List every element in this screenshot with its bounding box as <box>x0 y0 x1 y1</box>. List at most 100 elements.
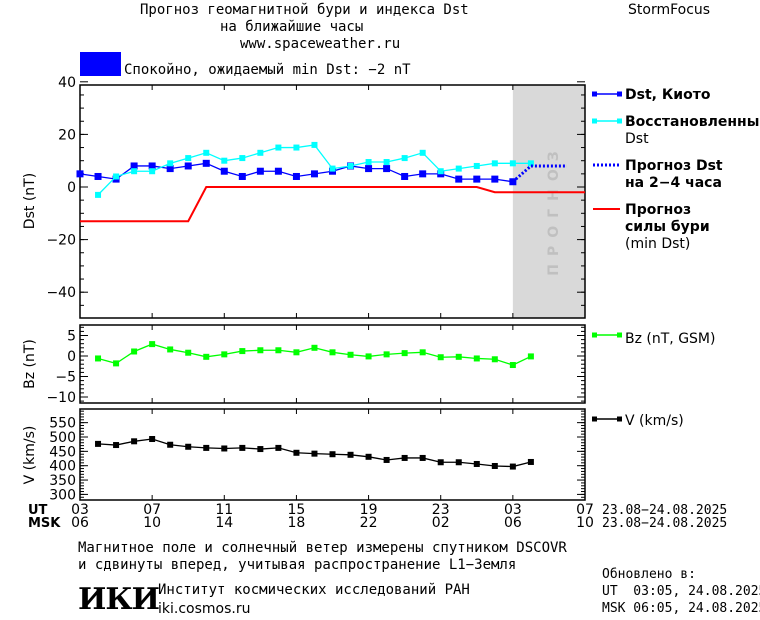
title-line1: Прогноз геомагнитной бури и индекса Dst <box>140 2 469 18</box>
y-axis-label: Bz (nT) <box>22 339 38 389</box>
title-line2: на ближайшие часы <box>220 19 364 35</box>
legend-marker <box>592 118 597 124</box>
data-point <box>166 165 174 173</box>
y-tick-label: −5 <box>55 370 76 386</box>
data-point <box>185 155 192 162</box>
series-line <box>80 186 585 223</box>
y-tick-label: 5 <box>67 329 76 345</box>
legend-text: Прогноз <box>625 202 691 218</box>
data-point <box>311 344 318 351</box>
note-line2: и сдвинуты вперед, учитывая распростране… <box>78 557 517 573</box>
legend-marker <box>592 416 597 422</box>
data-point <box>365 453 372 460</box>
data-point <box>113 360 120 367</box>
data-point <box>455 175 463 183</box>
data-point <box>203 149 210 156</box>
dst-panel: ПРОГНОЗ 40 20 0 −20 −40 Dst (nT) <box>22 75 586 319</box>
status-text: Спокойно, ожидаемый min Dst: −2 nT <box>124 62 411 78</box>
y-tick-label: −20 <box>46 233 76 249</box>
y-tick-label: 0 <box>67 349 76 365</box>
series-line <box>511 164 567 183</box>
y-axis-label: Dst (nT) <box>22 173 38 229</box>
data-point <box>220 167 228 175</box>
legend-marker <box>592 332 597 338</box>
data-point <box>275 347 282 354</box>
data-point <box>329 165 336 172</box>
forecast-region <box>512 85 585 318</box>
data-point <box>401 454 408 461</box>
msk-tick-label: 14 <box>215 515 233 531</box>
institute-site[interactable]: iki.cosmos.ru <box>158 601 251 617</box>
data-point <box>310 170 318 178</box>
source-url[interactable]: www.spaceweather.ru <box>240 36 401 52</box>
data-point <box>527 160 534 167</box>
data-point <box>365 165 373 173</box>
data-point <box>167 441 174 448</box>
data-point <box>113 173 120 180</box>
data-point <box>130 162 138 170</box>
data-point <box>185 443 192 450</box>
data-point <box>203 444 210 451</box>
institute-name: Институт космических исследований РАН <box>158 582 470 598</box>
data-point <box>167 346 174 353</box>
data-point <box>509 362 516 369</box>
data-point <box>239 444 246 451</box>
data-point <box>292 172 300 180</box>
y-tick-label: 20 <box>58 127 76 143</box>
data-point <box>383 159 390 166</box>
data-point <box>491 356 498 363</box>
data-point <box>401 155 408 162</box>
data-point <box>239 348 246 355</box>
y-tick-label: 450 <box>49 444 76 460</box>
status-color-box <box>80 52 121 76</box>
data-point <box>293 449 300 456</box>
data-point <box>131 438 138 445</box>
y-tick-label: 300 <box>49 487 76 503</box>
msk-tick-label: 22 <box>360 515 378 531</box>
data-point <box>257 347 264 354</box>
msk-tick-label: 18 <box>288 515 306 531</box>
legend-marker <box>617 118 622 124</box>
data-point <box>221 445 228 452</box>
data-point <box>509 463 516 470</box>
ut-axis-label: UT <box>28 503 48 518</box>
data-point <box>149 341 156 348</box>
data-point <box>419 170 427 178</box>
data-point <box>113 442 120 449</box>
data-point <box>473 355 480 362</box>
y-tick-label: 550 <box>49 416 76 432</box>
legend-marker <box>617 416 622 422</box>
msk-date-range: 23.08−24.08.2025 <box>602 516 728 531</box>
bz-panel: 5 0 −5 −10 Bz (nT) <box>22 324 586 406</box>
legend-text: V (km/s) <box>625 413 684 429</box>
note-line1: Магнитное поле и солнечный ветер измерен… <box>78 540 567 556</box>
msk-tick-label: 02 <box>432 515 450 531</box>
legend-marker <box>592 91 597 97</box>
data-point <box>437 354 444 361</box>
updated-msk: MSK 06:05, 24.08.2025 <box>602 601 760 616</box>
data-point <box>275 444 282 451</box>
ut-tick-label: 07 <box>576 502 594 518</box>
data-point <box>365 353 372 360</box>
data-point <box>311 141 318 148</box>
ut-date-range: 23.08−24.08.2025 <box>602 503 728 518</box>
data-point <box>203 353 210 360</box>
data-point <box>401 350 408 357</box>
data-point <box>184 162 192 170</box>
data-point <box>239 155 246 162</box>
data-point <box>527 458 534 465</box>
data-point <box>347 451 354 458</box>
data-point <box>473 162 480 169</box>
ut-tick-label: 23 <box>432 502 450 518</box>
data-point <box>491 175 499 183</box>
iki-logo[interactable]: ИКИ <box>78 582 160 617</box>
data-point <box>311 450 318 457</box>
legend-text: Bz (nT, GSM) <box>625 331 715 347</box>
data-point <box>149 436 156 443</box>
legend-text: (min Dst) <box>625 236 690 252</box>
data-point <box>256 167 264 175</box>
